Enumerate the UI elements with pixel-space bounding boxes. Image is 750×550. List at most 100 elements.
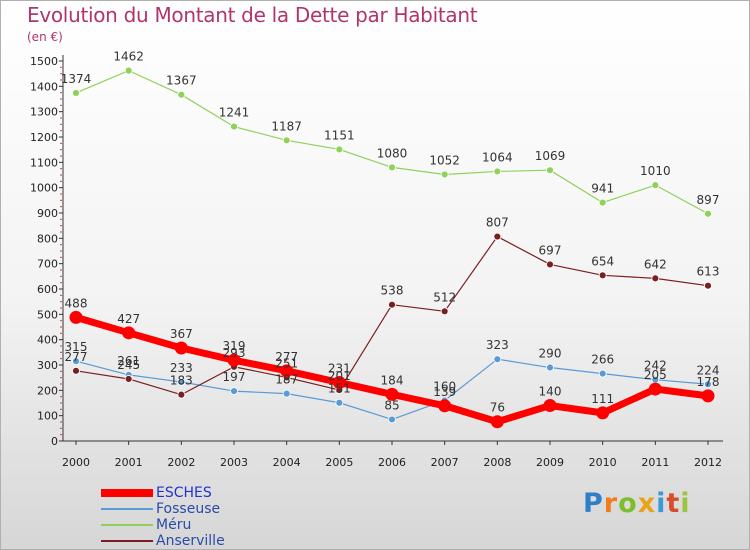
data-label-anserville: 642 <box>644 257 667 271</box>
x-tick-label: 2001 <box>115 456 143 469</box>
chart-title: Evolution du Montant de la Dette par Hab… <box>27 3 478 27</box>
y-minor-tick <box>60 250 62 252</box>
y-minor-tick <box>60 92 62 94</box>
data-point-fosseuse <box>282 389 291 398</box>
data-point-anserville <box>177 390 186 399</box>
y-minor-tick <box>60 275 62 277</box>
logo-letter: P <box>583 488 604 519</box>
y-minor-tick <box>60 358 62 360</box>
data-point-fosseuse <box>335 398 344 407</box>
data-point-méru <box>282 136 291 145</box>
data-label-méru: 1080 <box>377 146 408 160</box>
y-minor-tick <box>60 345 62 347</box>
y-minor-tick <box>60 301 62 303</box>
data-label-esches: 231 <box>328 361 351 375</box>
data-label-anserville: 183 <box>170 374 193 388</box>
y-minor-tick <box>60 73 62 75</box>
logo-letter: x <box>637 488 657 519</box>
y-minor-tick <box>60 434 62 436</box>
data-label-esches: 319 <box>223 339 246 353</box>
data-point-méru <box>598 198 607 207</box>
data-label-esches: 205 <box>644 368 667 382</box>
data-label-méru: 1374 <box>61 72 92 86</box>
data-point-anserville <box>388 300 396 309</box>
data-label-fosseuse: 160 <box>433 379 456 393</box>
x-tick-label: 2007 <box>431 456 459 469</box>
data-point-esches <box>543 399 557 413</box>
data-point-esches <box>69 310 83 324</box>
data-point-fosseuse <box>598 369 607 378</box>
legend-item-esches: ESCHES <box>101 485 321 501</box>
y-minor-tick <box>60 377 62 379</box>
data-point-méru <box>230 122 238 131</box>
data-label-méru: 1052 <box>429 153 460 167</box>
data-point-esches <box>227 353 241 367</box>
data-label-anserville: 251 <box>275 356 298 370</box>
legend-swatch <box>101 508 153 510</box>
data-point-anserville <box>546 260 554 269</box>
data-point-esches <box>122 326 136 340</box>
y-tick-label: 1300 <box>30 106 58 119</box>
x-tick-label: 2005 <box>325 456 353 469</box>
y-tick-label: 500 <box>37 308 58 321</box>
x-tick-label: 2012 <box>694 456 722 469</box>
data-point-méru <box>493 167 502 176</box>
legend-item-anserville: Anserville <box>101 533 321 549</box>
legend-label: Anserville <box>156 533 225 549</box>
data-label-anserville: 697 <box>539 243 562 257</box>
y-minor-tick <box>60 427 62 429</box>
legend-swatch <box>101 489 153 497</box>
y-minor-tick <box>60 66 62 68</box>
y-minor-tick <box>60 408 62 410</box>
logo-letter: i <box>680 488 691 519</box>
y-tick-label: 1200 <box>30 131 58 144</box>
data-label-fosseuse: 323 <box>486 338 509 352</box>
data-point-fosseuse <box>704 380 712 389</box>
y-minor-tick <box>60 149 62 151</box>
data-label-fosseuse: 266 <box>591 353 614 367</box>
data-point-méru <box>440 170 449 179</box>
data-label-méru: 941 <box>591 182 614 196</box>
legend-swatch <box>101 524 153 526</box>
data-point-esches <box>648 382 662 396</box>
logo-letter: o <box>618 488 638 519</box>
y-minor-tick <box>60 307 62 309</box>
data-label-esches: 367 <box>170 327 193 341</box>
data-point-fosseuse <box>493 355 502 364</box>
y-minor-tick <box>60 294 62 296</box>
y-minor-tick <box>60 180 62 182</box>
x-tick-label: 2011 <box>641 456 669 469</box>
data-point-fosseuse <box>230 387 238 395</box>
data-label-esches: 427 <box>117 312 140 326</box>
y-minor-tick <box>60 256 62 258</box>
data-label-fosseuse: 315 <box>65 340 88 354</box>
data-label-esches: 111 <box>591 392 614 406</box>
data-point-méru <box>124 66 133 75</box>
logo-letter: r <box>603 488 619 519</box>
y-minor-tick <box>60 244 62 246</box>
y-minor-tick <box>60 326 62 328</box>
data-point-anserville <box>598 271 607 280</box>
data-label-fosseuse: 197 <box>223 370 246 384</box>
y-minor-tick <box>60 98 62 100</box>
data-label-esches: 140 <box>539 385 562 399</box>
y-minor-tick <box>60 193 62 195</box>
x-tick-label: 2002 <box>167 456 195 469</box>
data-point-anserville <box>704 281 712 290</box>
data-label-esches: 139 <box>433 385 456 399</box>
data-labels: 488 427 367 319 277 231 184 139 76 140 111 205 178 31… <box>61 50 720 415</box>
data-point-esches <box>332 375 346 389</box>
y-minor-tick <box>60 402 62 404</box>
data-point-fosseuse <box>72 357 80 366</box>
data-point-méru <box>546 166 554 175</box>
y-minor-tick <box>60 351 62 353</box>
y-minor-tick <box>60 174 62 176</box>
data-label-esches: 178 <box>697 375 720 389</box>
x-tick-label: 2009 <box>536 456 564 469</box>
x-tick-label: 2000 <box>62 456 90 469</box>
data-point-anserville <box>124 375 133 383</box>
y-minor-tick <box>60 282 62 284</box>
data-point-esches <box>280 364 294 378</box>
y-tick-label: 100 <box>37 410 58 423</box>
y-minor-tick <box>60 168 62 170</box>
